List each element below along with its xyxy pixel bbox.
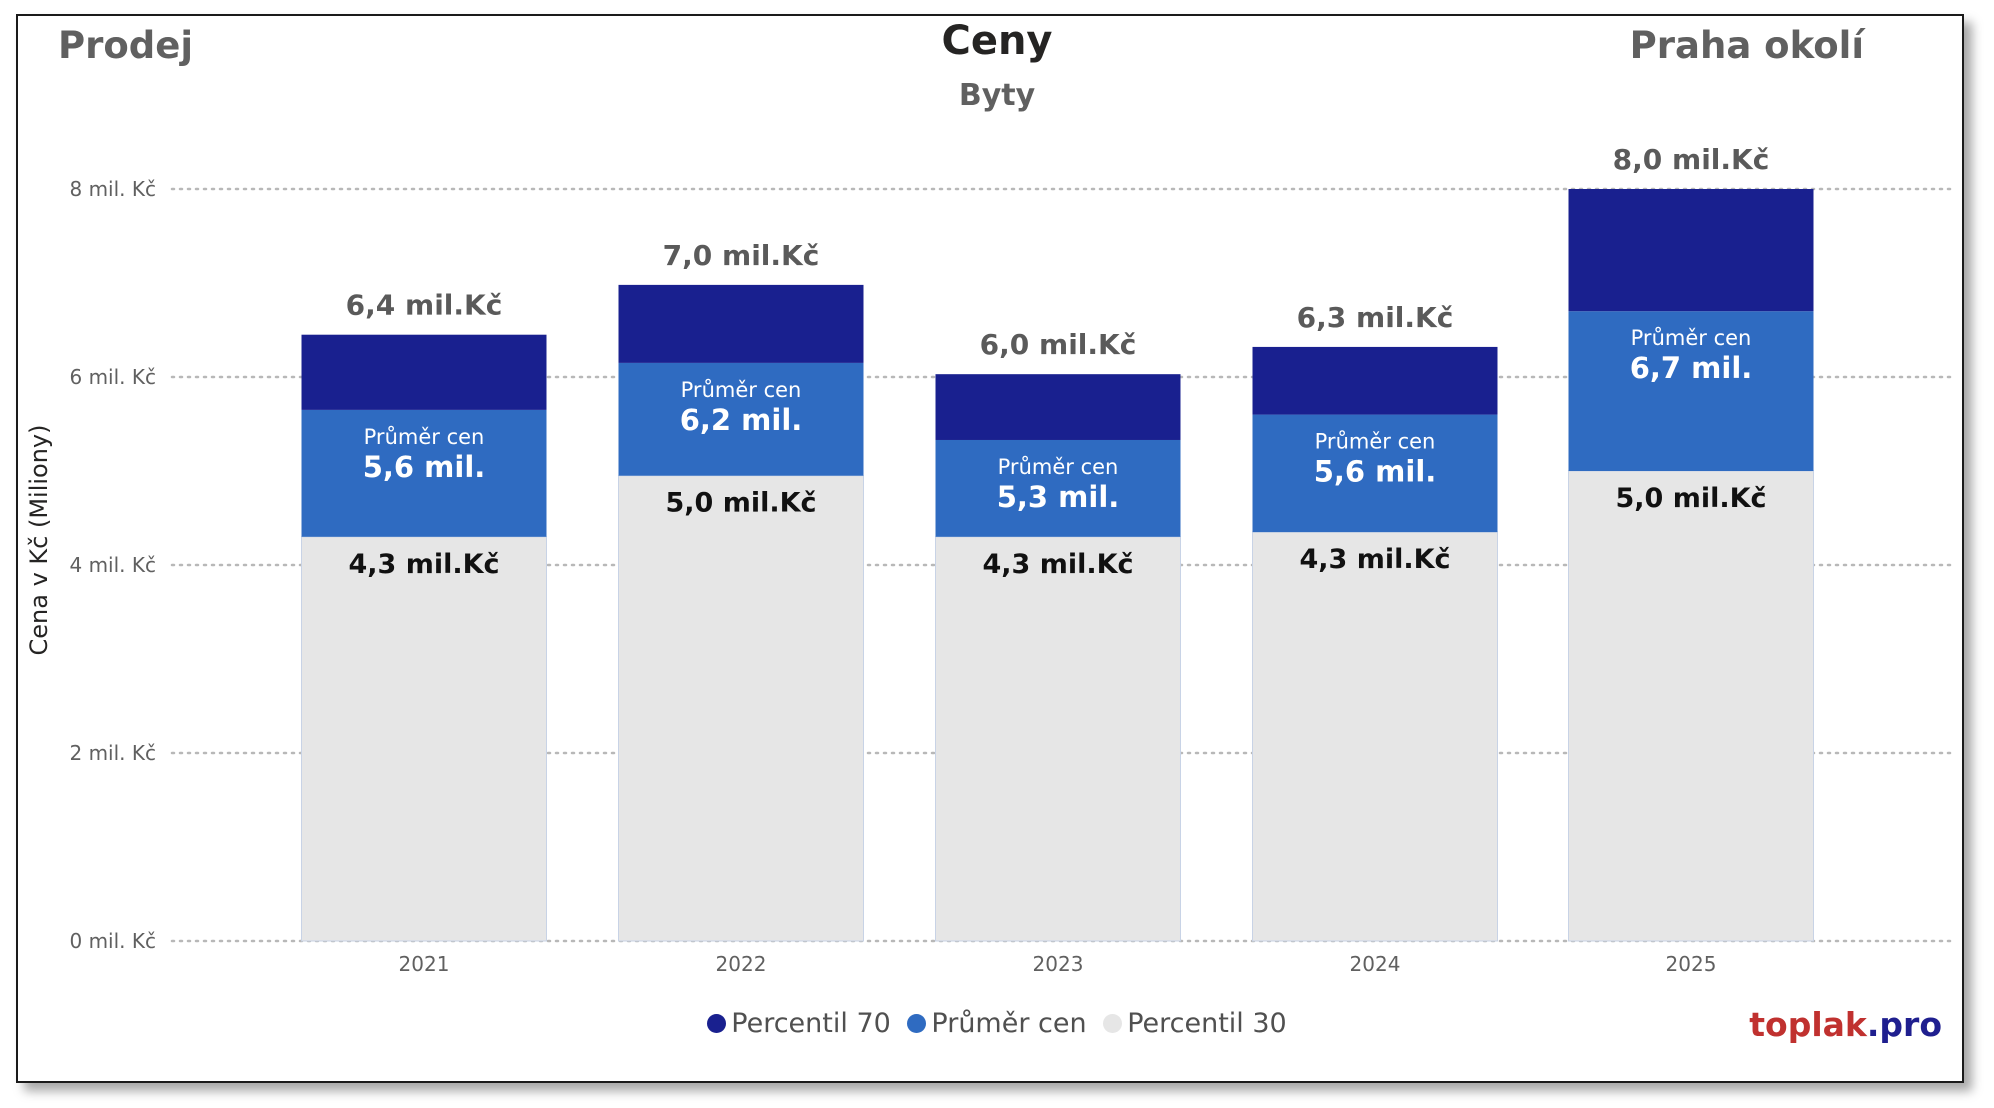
bar-percentil-70 [618,284,864,363]
data-label-percentil-30: 5,0 mil.Kč [665,488,816,519]
bar-percentil-70 [1568,189,1814,312]
y-tick-label: 8 mil. Kč [69,177,156,201]
transaction-type-label: Prodej [58,24,194,67]
bar-prumer-cen [1568,311,1814,471]
brand-domain: .pro [1866,1005,1942,1044]
bar-percentil-30 [935,536,1181,942]
y-tick-label: 0 mil. Kč [69,929,156,953]
legend-label-prumer-cen: Průměr cen [931,1008,1087,1039]
brand-name: toplak [1749,1005,1867,1044]
data-label-prumer-cen: 6,7 mil. [1630,351,1753,385]
legend-dot-percentil-30 [1103,1014,1123,1033]
legend: Percentil 70 Průměr cen Percentil 30 [0,1008,1994,1040]
data-label-prumer-prefix: Průměr cen [1631,326,1752,350]
data-label-prumer-prefix: Průměr cen [364,425,485,449]
bar-percentil-70 [1252,346,1498,415]
bar-percentil-70 [301,334,547,410]
brand-logo[interactable]: toplak.pro [1749,1005,1942,1044]
legend-dot-percentil-70 [707,1014,727,1033]
y-tick-label: 2 mil. Kč [69,741,156,765]
y-tick-label: 4 mil. Kč [69,553,156,577]
bar-percentil-30 [1252,531,1498,942]
bar-prumer-cen [618,362,864,476]
region-label: Praha okolí [1629,24,1864,67]
chart-subtitle: Byty [958,78,1036,113]
bar-percentil-70 [935,374,1181,440]
data-label-prumer-prefix: Průměr cen [681,378,802,402]
data-label-prumer-cen: 5,6 mil. [363,450,486,484]
data-label-percentil-70: 6,0 mil.Kč [980,328,1137,361]
y-axis-title: Cena v Kč (Miliony) [25,425,53,656]
data-label-percentil-30: 4,3 mil.Kč [348,549,499,580]
legend-item-percentil-70[interactable]: Percentil 70 [707,1008,891,1039]
data-label-prumer-prefix: Průměr cen [998,455,1119,479]
data-label-prumer-cen: 5,3 mil. [997,480,1120,514]
data-label-percentil-30: 4,3 mil.Kč [982,549,1133,580]
bar-percentil-30 [1568,470,1814,942]
bar-prumer-cen [935,439,1181,537]
bar-percentil-30 [618,475,864,942]
data-label-percentil-30: 4,3 mil.Kč [1299,544,1450,575]
data-label-percentil-30: 5,0 mil.Kč [1615,483,1766,514]
legend-item-prumer-cen[interactable]: Průměr cen [907,1008,1087,1039]
x-tick-label: 2022 [716,952,767,976]
chart-title: Ceny [941,18,1053,64]
x-tick-label: 2024 [1350,952,1401,976]
bar-prumer-cen [301,409,547,537]
legend-dot-prumer-cen [907,1014,927,1033]
bar-percentil-30 [301,536,547,942]
data-label-percentil-70: 8,0 mil.Kč [1613,143,1770,176]
y-tick-label: 6 mil. Kč [69,365,156,389]
bar-prumer-cen [1252,414,1498,533]
x-tick-label: 2025 [1666,952,1717,976]
data-label-prumer-prefix: Průměr cen [1315,430,1436,454]
data-label-percentil-70: 6,3 mil.Kč [1297,301,1454,334]
data-label-percentil-70: 6,4 mil.Kč [346,289,503,322]
legend-label-percentil-70: Percentil 70 [731,1008,891,1039]
legend-item-percentil-30[interactable]: Percentil 30 [1103,1008,1287,1039]
x-tick-label: 2021 [399,952,450,976]
data-label-percentil-70: 7,0 mil.Kč [663,239,820,272]
legend-label-percentil-30: Percentil 30 [1127,1008,1287,1039]
x-tick-label: 2023 [1033,952,1084,976]
data-label-prumer-cen: 5,6 mil. [1314,455,1437,489]
data-label-prumer-cen: 6,2 mil. [680,403,803,437]
